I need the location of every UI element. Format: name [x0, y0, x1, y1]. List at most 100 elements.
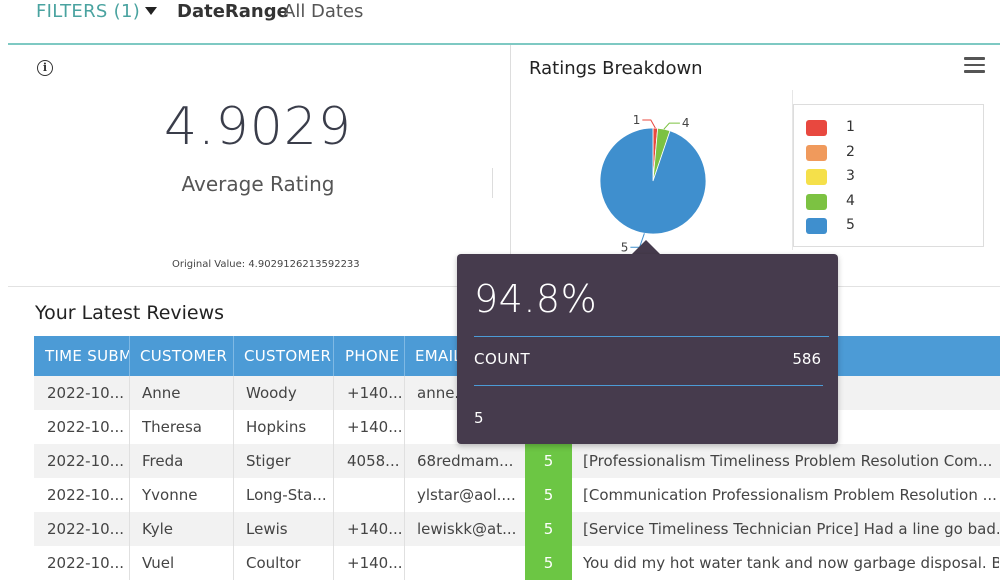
table-cell-time: 2022-10...	[47, 520, 124, 538]
tooltip-percent: 94.8%	[474, 277, 598, 321]
column-header[interactable]: PHONE	[345, 347, 400, 365]
date-range-value[interactable]: All Dates	[283, 1, 364, 22]
table-cell-time: 2022-10...	[47, 486, 124, 504]
column-separator	[233, 336, 234, 376]
table-cell-phone: +140...	[347, 520, 402, 538]
table-cell-last: Long-Sta...	[246, 486, 327, 504]
table-cell-comment: You did my hot water tank and now garbag…	[583, 554, 999, 572]
chart-legend: 1 2 3 4 5	[793, 104, 984, 247]
ratings-pie-chart[interactable]: 1 4 5	[590, 100, 730, 255]
filter-bar: FILTERS (1) DateRange All Dates	[0, 0, 1000, 44]
table-row[interactable]: 2022-10... Kyle Lewis +140... lewiskk@at... 5…	[34, 512, 1000, 546]
cell-separator	[129, 376, 130, 410]
date-range-label: DateRange	[177, 1, 289, 22]
legend-label: 3	[846, 168, 855, 184]
legend-swatch	[806, 218, 827, 234]
chart-title: Ratings Breakdown	[529, 58, 703, 79]
pie-leader-line-4	[663, 122, 680, 130]
table-cell-comment: [Service Timeliness Technician Price] Ha…	[583, 520, 999, 538]
table-cell-email	[417, 546, 517, 580]
table-cell-time: 2022-10...	[47, 418, 124, 436]
column-header[interactable]: CUSTOMER F	[140, 347, 233, 365]
legend-swatch	[806, 193, 827, 210]
reviews-title: Your Latest Reviews	[35, 302, 225, 324]
cell-separator	[404, 444, 405, 478]
cell-separator	[333, 376, 334, 410]
table-cell-last: Stiger	[246, 452, 291, 470]
table-cell-first: Kyle	[142, 520, 174, 538]
cell-separator	[233, 546, 234, 580]
column-header[interactable]: TIME SUBM	[45, 347, 129, 365]
pie-slice-label-5: 5	[621, 240, 629, 254]
table-cell-first: Yvonne	[142, 486, 198, 504]
table-cell-phone: +140...	[347, 418, 402, 436]
cell-separator	[333, 410, 334, 444]
info-icon[interactable]: i	[37, 60, 53, 76]
table-cell-first: Freda	[142, 452, 184, 470]
table-cell-time: 2022-10...	[47, 384, 124, 402]
tooltip-divider	[474, 336, 829, 337]
table-cell-rating: 5	[525, 546, 572, 580]
table-cell-last: Woody	[246, 384, 297, 402]
table-cell-phone: 4058...	[347, 452, 400, 470]
column-separator	[333, 336, 334, 376]
cell-separator	[233, 444, 234, 478]
panel-divider	[510, 45, 511, 260]
table-cell-time: 2022-10...	[47, 554, 124, 572]
tooltip-divider	[474, 385, 823, 386]
legend-label: 5	[846, 217, 855, 233]
cell-separator	[333, 478, 334, 512]
table-cell-last: Lewis	[246, 520, 288, 538]
table-cell-first: Vuel	[142, 554, 175, 572]
original-value-note: Original Value: 4.9029126213592233	[172, 259, 360, 270]
table-cell-comment: [Communication Professionalism Problem R…	[583, 486, 997, 504]
column-separator	[404, 336, 405, 376]
cell-separator	[129, 512, 130, 546]
column-header[interactable]: CUSTOMER L	[244, 347, 333, 365]
average-rating-label: Average Rating	[181, 172, 335, 196]
table-cell-comment: [Professionalism Timeliness Problem Reso…	[583, 452, 993, 470]
table-cell-email: lewiskk@at...	[417, 520, 517, 538]
table-cell-first: Anne	[142, 384, 181, 402]
table-cell-phone: +140...	[347, 384, 402, 402]
cell-separator	[404, 478, 405, 512]
table-row[interactable]: 2022-10... Yvonne Long-Sta... ylstar@aol...…	[34, 478, 1000, 512]
cell-separator	[333, 546, 334, 580]
column-separator	[129, 336, 130, 376]
tooltip-key: 5	[474, 409, 484, 427]
table-row[interactable]: 2022-10... Vuel Coultor +140... 5 You did my …	[34, 546, 1000, 580]
pie-slice-label-4: 4	[682, 116, 690, 130]
tooltip-count-value: 586	[792, 350, 821, 368]
table-cell-email: ylstar@aol....	[417, 486, 516, 504]
cell-separator	[233, 512, 234, 546]
legend-label: 1	[846, 119, 855, 135]
hamburger-menu-icon[interactable]	[964, 57, 985, 73]
table-cell-email: 68redmam...	[417, 452, 514, 470]
column-header[interactable]: EMAIL	[415, 347, 462, 365]
chevron-down-icon[interactable]	[145, 7, 157, 15]
filter-divider	[8, 43, 1000, 45]
tooltip-arrow	[632, 240, 660, 254]
pie-slice-label-1: 1	[633, 113, 641, 127]
table-cell-first: Theresa	[142, 418, 202, 436]
cell-separator	[233, 376, 234, 410]
filters-toggle[interactable]: FILTERS (1)	[36, 1, 141, 22]
table-cell-rating: 5	[525, 444, 572, 478]
legend-label: 2	[846, 143, 855, 160]
table-cell-last: Hopkins	[246, 418, 307, 436]
average-rating-panel: i 4.9029 Average Rating Original Value: …	[8, 45, 510, 287]
table-cell-last: Coultor	[246, 554, 301, 572]
legend-label: 4	[846, 192, 855, 209]
pie-slice-5[interactable]	[599, 127, 707, 235]
table-cell-phone	[347, 478, 402, 512]
average-rating-value: 4.9029	[164, 97, 352, 157]
cell-separator	[333, 512, 334, 546]
table-cell-email: anne.v	[417, 384, 469, 402]
table-row[interactable]: 2022-10... Freda Stiger 4058... 68redmam... 5…	[34, 444, 1000, 478]
pie-leader-line-1	[642, 119, 656, 129]
cell-separator	[404, 410, 405, 444]
kpi-separator	[492, 168, 493, 198]
cell-separator	[404, 512, 405, 546]
table-cell-rating: 5	[525, 478, 572, 512]
table-cell-time: 2022-10...	[47, 452, 124, 470]
